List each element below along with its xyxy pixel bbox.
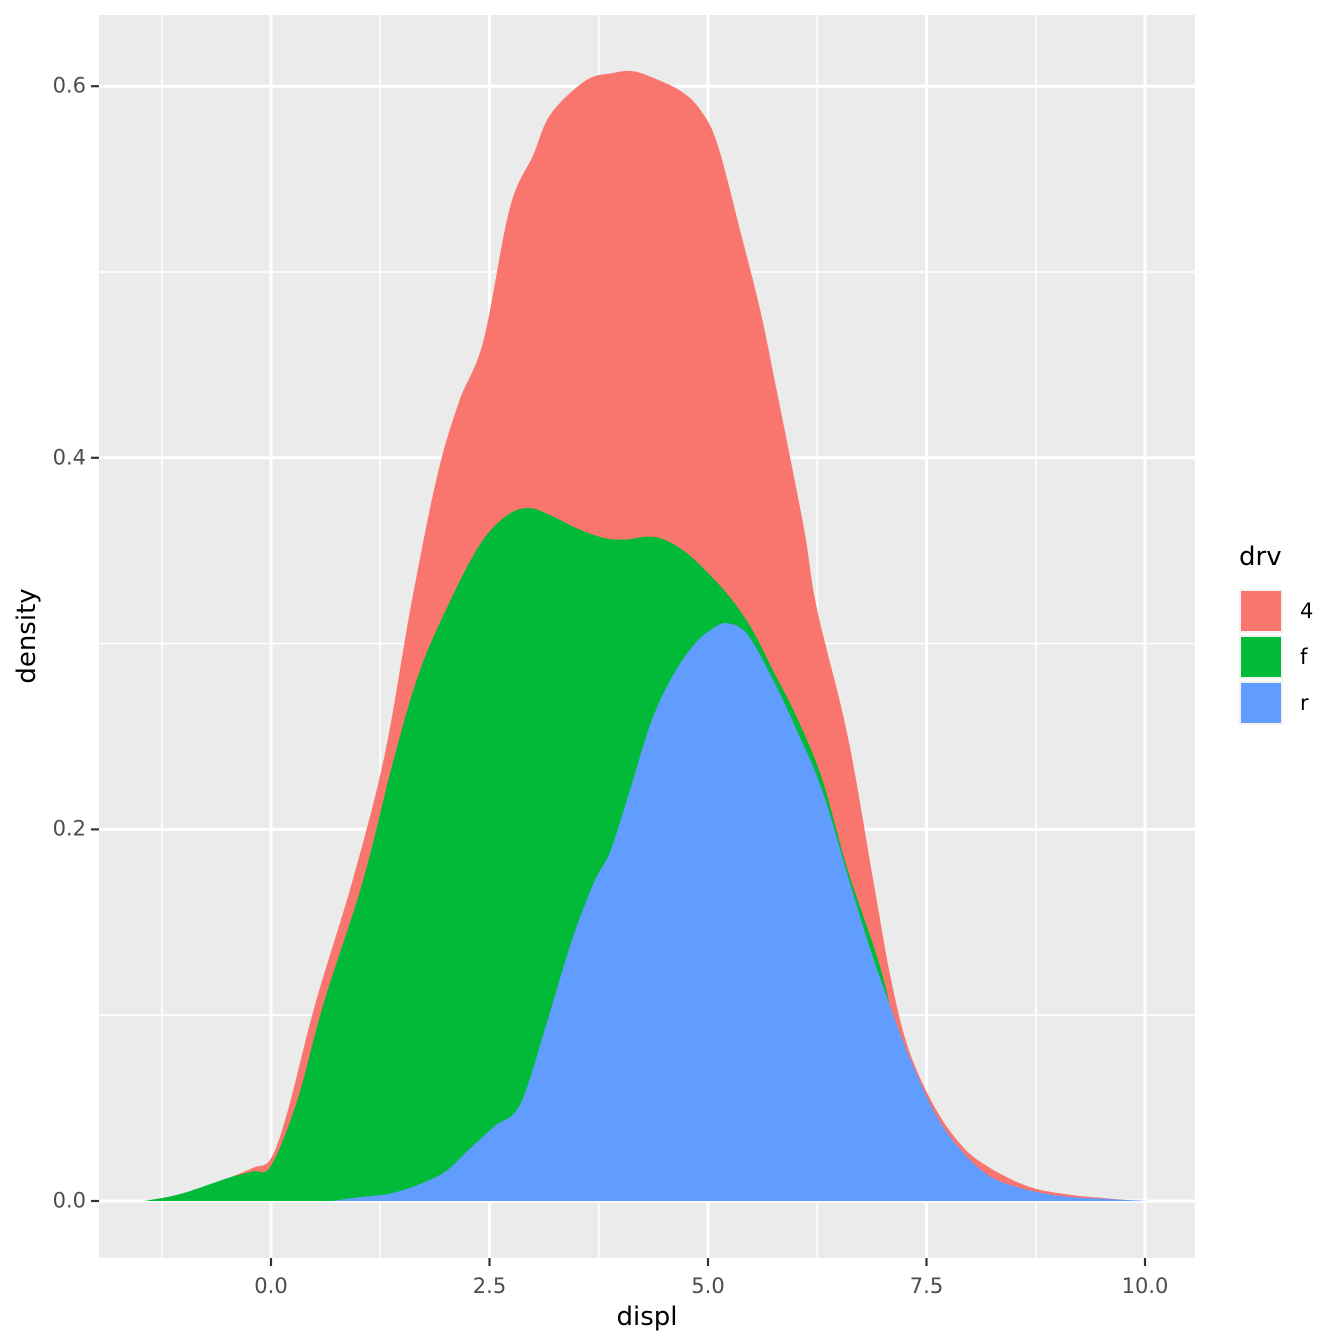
density-area-r [332, 623, 1150, 1201]
legend-swatch-4 [1241, 591, 1281, 631]
y-tick-label: 0.6 [52, 73, 86, 98]
legend-label-r: r [1300, 690, 1309, 715]
x-tick-label: 10.0 [1121, 1274, 1169, 1298]
legend-title: drv [1239, 542, 1282, 572]
x-tick-label: 5.0 [691, 1274, 725, 1298]
legend-key-4 [1239, 589, 1283, 633]
legend-key-f [1239, 635, 1283, 679]
legend-label-f: f [1300, 644, 1308, 669]
legend-item-f: f [1239, 635, 1313, 679]
y-tick-label: 0.0 [52, 1188, 86, 1213]
legend-key-r [1239, 681, 1283, 725]
legend-swatch-f [1241, 637, 1281, 677]
x-tick-label: 7.5 [909, 1274, 944, 1298]
legend-label-4: 4 [1300, 598, 1314, 623]
legend-swatch-r [1241, 683, 1281, 723]
y-tick-label: 0.4 [52, 445, 86, 470]
x-tick-label: 0.0 [254, 1274, 288, 1298]
x-axis-title: displ [616, 1302, 678, 1332]
y-axis-title: density [12, 588, 42, 684]
legend-item-r: r [1239, 681, 1313, 725]
legend-item-4: 4 [1239, 589, 1313, 633]
x-tick-label: 2.5 [472, 1274, 507, 1298]
y-tick-label: 0.2 [52, 816, 86, 841]
